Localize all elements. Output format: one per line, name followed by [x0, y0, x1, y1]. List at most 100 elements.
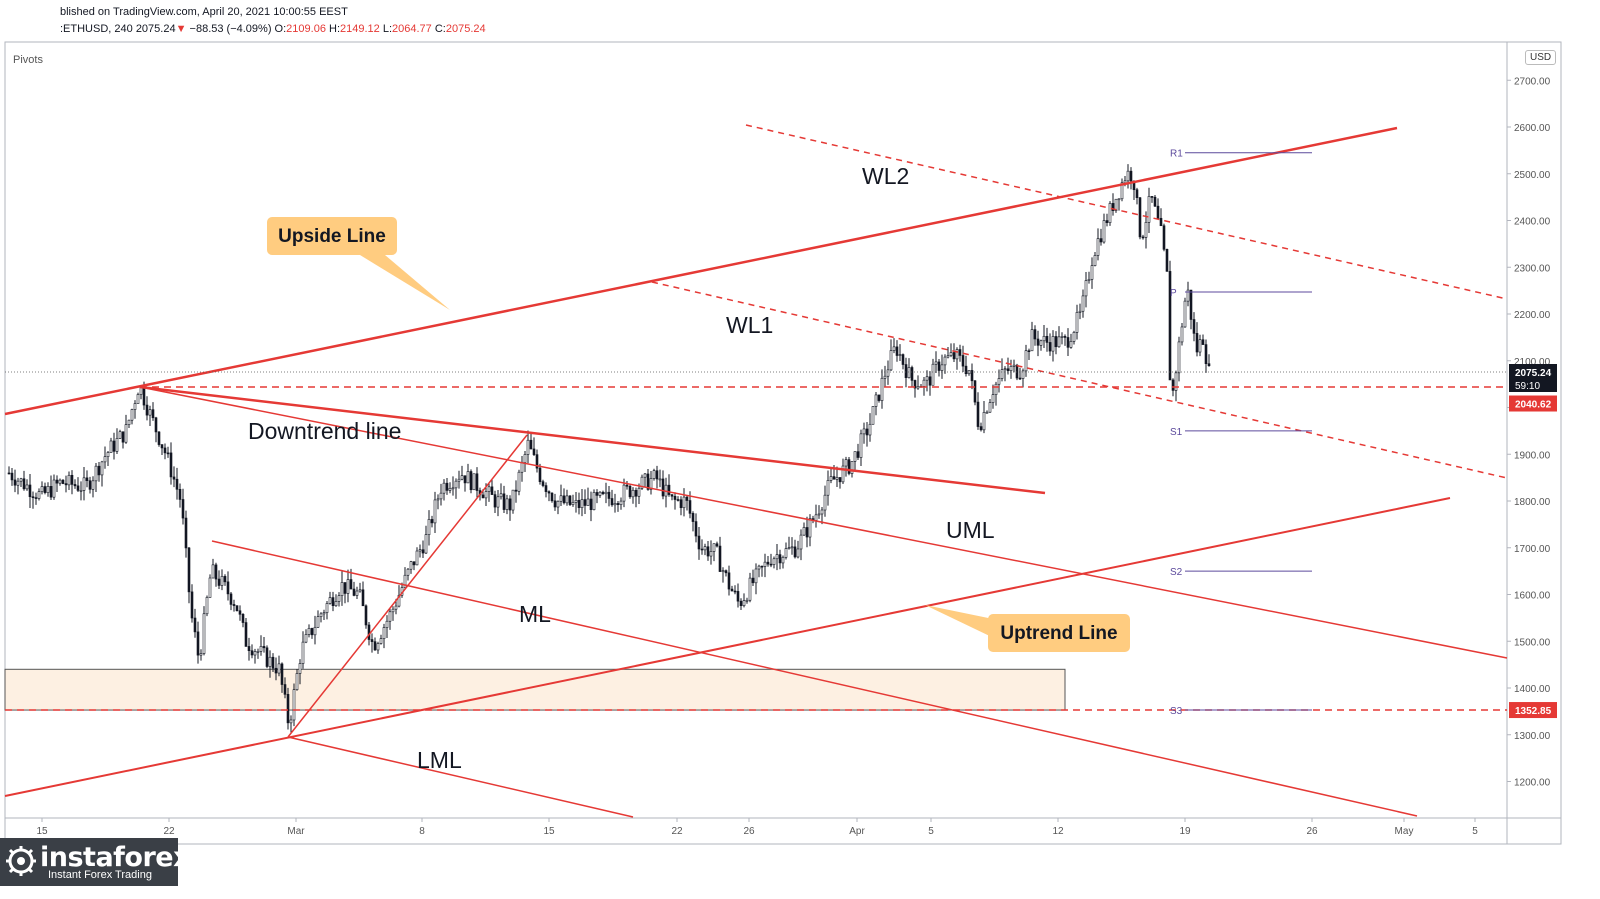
candle-body: [526, 439, 530, 455]
candle-body: [499, 493, 503, 498]
candle-body: [1084, 280, 1088, 297]
candle-body: [778, 554, 782, 564]
candle-body: [34, 497, 38, 499]
candle-body: [1171, 379, 1175, 391]
y-tick-label: 2600.00: [1514, 123, 1551, 134]
candle-body: [565, 495, 569, 504]
candle-body: [355, 590, 359, 596]
low-label: L:: [382, 23, 393, 35]
candle-body: [274, 667, 278, 674]
candle-body: [931, 363, 935, 386]
candle-body: [802, 527, 806, 536]
candle-body: [604, 491, 608, 495]
candle-body: [1078, 310, 1082, 313]
candle-body: [1105, 220, 1109, 223]
candle-body: [538, 467, 542, 482]
candle-body: [613, 503, 617, 506]
candle-body: [202, 613, 206, 654]
median-line: [211, 540, 1418, 817]
candle-body: [1180, 326, 1184, 343]
candle-body: [601, 491, 605, 495]
candle-body: [298, 663, 302, 674]
candle-body: [1057, 336, 1061, 348]
candle-body: [535, 454, 539, 469]
candle-body: [952, 352, 956, 360]
x-tick-label: 8: [419, 826, 425, 837]
candle-body: [1183, 300, 1187, 328]
candle-body: [1198, 339, 1202, 353]
candle-body: [232, 604, 236, 606]
candle-body: [154, 417, 158, 433]
candle-body: [640, 476, 644, 489]
candle-body: [1159, 217, 1163, 227]
candle-body: [862, 428, 866, 435]
candle-body: [787, 547, 791, 549]
candle-body: [784, 548, 788, 558]
currency-badge[interactable]: USD: [1525, 50, 1557, 65]
candle-body: [727, 572, 731, 590]
candle-body: [703, 546, 707, 551]
candle-body: [1129, 170, 1133, 182]
level-tag: [1509, 702, 1557, 719]
candle-body: [133, 403, 137, 410]
candle-body: [118, 431, 122, 439]
high-label: H:: [329, 23, 340, 35]
callout-pointer-uptrend-line: [925, 605, 998, 640]
candle-body: [337, 595, 341, 602]
bar-countdown: 59:10: [1515, 381, 1540, 392]
candle-body: [1066, 337, 1070, 348]
candle-body: [1099, 238, 1103, 243]
callout-uptrend-line: Uptrend Line: [1000, 623, 1117, 644]
candle-body: [502, 493, 506, 510]
candle-body: [610, 498, 614, 506]
pitchfork-handle: [287, 434, 528, 738]
candle-body: [1165, 249, 1169, 272]
candle-body: [85, 477, 89, 482]
candle-body: [988, 402, 992, 413]
candle-body: [547, 491, 551, 494]
candle-body: [436, 498, 440, 501]
candle-body: [43, 486, 47, 493]
candle-body: [445, 482, 449, 491]
candle-body: [853, 451, 857, 462]
candle-body: [877, 394, 881, 401]
candle-body: [61, 479, 65, 484]
candle-body: [1003, 368, 1007, 371]
annotation-wl2: WL2: [862, 163, 909, 189]
down-arrow-icon: ▼: [175, 23, 187, 35]
candle-body: [1144, 222, 1148, 238]
candle-body: [361, 589, 365, 607]
candle-body: [562, 495, 566, 504]
y-tick-label: 1500.00: [1514, 637, 1551, 648]
candle-body: [532, 448, 536, 455]
candle-body: [421, 549, 425, 554]
candle-body: [637, 487, 641, 497]
candle-body: [901, 354, 905, 365]
candle-body: [235, 605, 239, 612]
candle-body: [316, 616, 320, 628]
candle-body: [1033, 329, 1037, 340]
candle-body: [889, 350, 893, 371]
candle-body: [964, 365, 968, 375]
y-tick-label: 2400.00: [1514, 217, 1551, 228]
instaforex-logo: instaforex Instant Forex Trading: [0, 838, 191, 886]
candle-body: [904, 364, 908, 378]
candle-body: [1111, 203, 1115, 211]
candle-body: [268, 656, 272, 667]
candle-body: [769, 563, 773, 566]
publish-info: blished on TradingView.com, April 20, 20…: [60, 6, 348, 18]
pivot-label-s2: S2: [1170, 567, 1183, 578]
callout-box-upside-line: [267, 217, 397, 255]
candle-body: [1030, 329, 1034, 352]
candle-body: [718, 545, 722, 572]
candle-body: [766, 561, 770, 565]
candle-body: [553, 500, 557, 508]
candle-body: [517, 471, 521, 492]
candle-body: [679, 499, 683, 509]
candle-body: [550, 492, 554, 502]
candle-body: [865, 428, 869, 436]
y-tick-label: 1900.00: [1514, 450, 1551, 461]
candle-body: [832, 476, 836, 480]
candle-body: [442, 482, 446, 494]
